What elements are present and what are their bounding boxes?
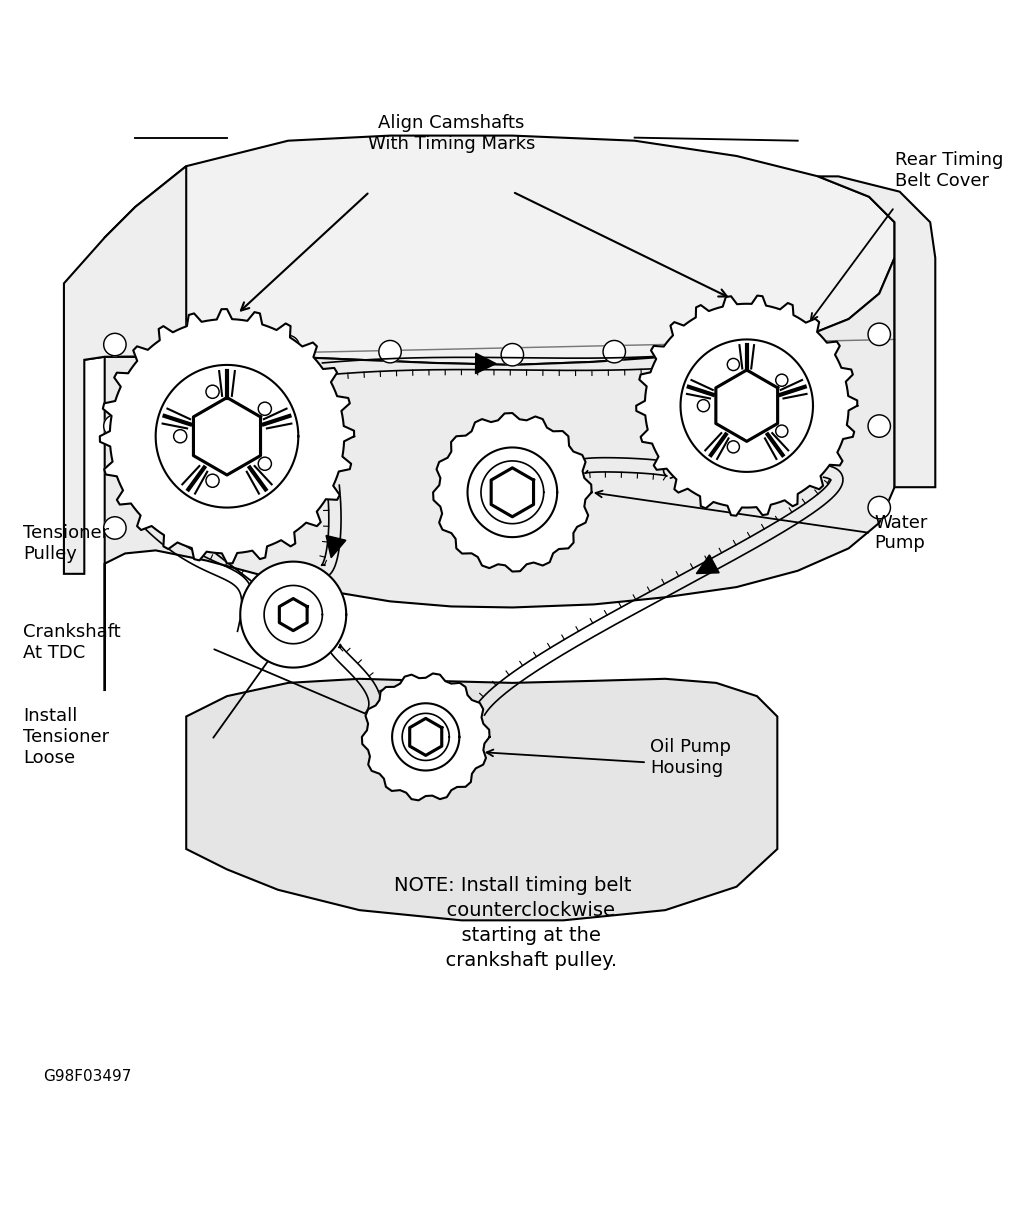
Polygon shape <box>475 354 496 374</box>
Polygon shape <box>193 397 260 475</box>
Circle shape <box>786 332 809 354</box>
Polygon shape <box>636 295 857 516</box>
Circle shape <box>379 340 401 363</box>
Polygon shape <box>491 468 533 517</box>
Text: G98F03497: G98F03497 <box>43 1069 132 1084</box>
Polygon shape <box>410 718 442 756</box>
Polygon shape <box>362 673 490 801</box>
Polygon shape <box>818 177 935 488</box>
Circle shape <box>258 457 272 471</box>
Circle shape <box>277 335 300 357</box>
Text: Install
Tensioner
Loose: Install Tensioner Loose <box>23 707 109 767</box>
Circle shape <box>103 517 126 539</box>
Circle shape <box>603 340 625 363</box>
Circle shape <box>776 374 788 386</box>
Circle shape <box>103 414 126 438</box>
Text: Align Camshafts
With Timing Marks: Align Camshafts With Timing Marks <box>368 115 535 152</box>
Polygon shape <box>85 135 895 364</box>
Circle shape <box>697 400 710 412</box>
Polygon shape <box>100 310 354 563</box>
Circle shape <box>103 333 126 356</box>
Circle shape <box>868 323 890 345</box>
Text: Water
Pump: Water Pump <box>874 513 928 552</box>
Polygon shape <box>64 166 186 574</box>
Circle shape <box>206 474 219 488</box>
Circle shape <box>258 402 272 416</box>
Circle shape <box>175 332 197 354</box>
Text: NOTE: Install timing belt
      counterclockwise
      starting at the
      cra: NOTE: Install timing belt counterclockwi… <box>394 876 631 970</box>
Circle shape <box>174 429 187 442</box>
Text: Crankshaft
At TDC: Crankshaft At TDC <box>23 623 121 662</box>
Circle shape <box>776 425 788 438</box>
Text: Tensioner
Pulley: Tensioner Pulley <box>23 524 109 563</box>
Circle shape <box>727 358 740 371</box>
Polygon shape <box>241 562 346 668</box>
Circle shape <box>501 344 524 366</box>
Polygon shape <box>696 555 719 573</box>
Text: Rear Timing
Belt Cover: Rear Timing Belt Cover <box>895 151 1003 190</box>
Polygon shape <box>716 371 778 441</box>
Circle shape <box>705 335 727 357</box>
Circle shape <box>868 414 890 438</box>
Polygon shape <box>104 258 895 691</box>
Polygon shape <box>326 535 346 557</box>
Polygon shape <box>279 599 307 630</box>
Polygon shape <box>186 679 777 920</box>
Circle shape <box>727 441 740 453</box>
Circle shape <box>868 496 890 519</box>
Text: Oil Pump
Housing: Oil Pump Housing <box>650 737 731 777</box>
Circle shape <box>206 385 219 399</box>
Polygon shape <box>433 413 592 572</box>
